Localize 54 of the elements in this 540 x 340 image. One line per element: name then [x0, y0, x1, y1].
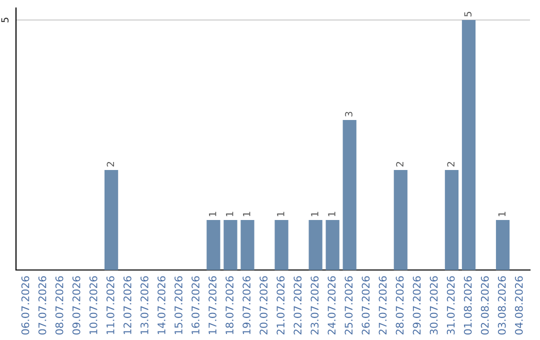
x-tick-label: 17.07.2026: [208, 276, 216, 334]
data-label: 1: [311, 212, 318, 216]
bar: [326, 220, 340, 270]
data-label: 1: [209, 212, 216, 216]
x-tick-label: 15.07.2026: [174, 276, 182, 334]
x-tick-label: 06.07.2026: [21, 276, 30, 335]
x-tick-label: 25.07.2026: [344, 276, 353, 334]
bar: [496, 220, 510, 270]
bar: [104, 170, 118, 270]
x-tick-label: 08.07.2026: [55, 276, 64, 335]
data-label: 1: [277, 212, 284, 216]
data-label: 3: [345, 112, 352, 116]
x-tick-label: 21.07.2026: [276, 276, 285, 334]
x-tick-label: 16.07.2026: [192, 276, 200, 334]
x-tick-label: 24.07.2026: [328, 276, 336, 334]
x-tick-label: 20.07.2026: [260, 276, 268, 334]
data-label: 1: [243, 212, 250, 216]
data-label: 1: [226, 212, 234, 216]
x-tick-label: 19.07.2026: [242, 276, 250, 334]
bar: [274, 220, 288, 270]
x-tick-label: 04.08.2026: [514, 276, 523, 335]
x-tick-label: 13.07.2026: [140, 276, 148, 334]
x-tick-label: 22.07.2026: [294, 276, 302, 334]
x-tick-label: 03.08.2026: [498, 276, 506, 335]
x-tick-label: 26.07.2026: [362, 276, 370, 334]
data-label: 2: [447, 162, 454, 167]
bar: [308, 220, 322, 270]
bar: [462, 20, 476, 270]
data-label: 5: [464, 12, 472, 16]
x-tick-label: 23.07.2026: [310, 276, 319, 334]
bar: [342, 120, 356, 270]
data-label: 2: [106, 162, 114, 167]
x-tick-label: 11.07.2026: [106, 276, 114, 334]
bar: [394, 170, 408, 270]
bar: [224, 220, 238, 270]
x-tick-label: 01.08.2026: [464, 276, 472, 335]
x-tick-label: 14.07.2026: [158, 276, 166, 334]
x-tick-label: 31.07.2026: [446, 276, 455, 334]
x-tick-label: 18.07.2026: [226, 276, 234, 334]
data-label: 1: [498, 212, 506, 216]
x-tick-label: 02.08.2026: [480, 276, 489, 335]
x-tick-label: 10.07.2026: [89, 276, 98, 334]
data-label: 1: [328, 212, 336, 216]
x-tick-label: 07.07.2026: [38, 276, 46, 335]
data-label: 2: [396, 162, 404, 167]
bar: [444, 170, 459, 270]
x-tick-label: 29.07.2026: [412, 276, 421, 334]
bar: [206, 220, 220, 270]
bar: [240, 220, 254, 270]
x-tick-label: 28.07.2026: [396, 276, 404, 334]
x-tick-label: 27.07.2026: [378, 276, 387, 334]
x-tick-label: 30.07.2026: [430, 276, 438, 334]
x-tick-label: 09.07.2026: [72, 276, 80, 335]
x-tick-label: 12.07.2026: [123, 276, 132, 334]
